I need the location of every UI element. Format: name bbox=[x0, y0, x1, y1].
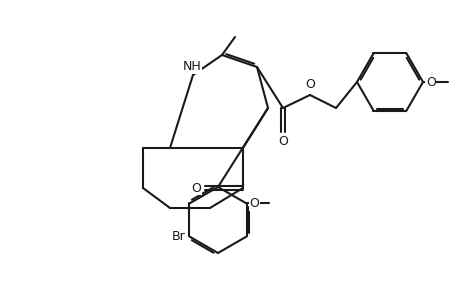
Text: O: O bbox=[425, 76, 435, 88]
Text: O: O bbox=[190, 182, 201, 194]
Text: O: O bbox=[304, 78, 314, 91]
Text: O: O bbox=[277, 135, 287, 148]
Text: Br: Br bbox=[171, 230, 185, 243]
Text: NH: NH bbox=[182, 60, 201, 73]
Text: O: O bbox=[249, 197, 259, 210]
